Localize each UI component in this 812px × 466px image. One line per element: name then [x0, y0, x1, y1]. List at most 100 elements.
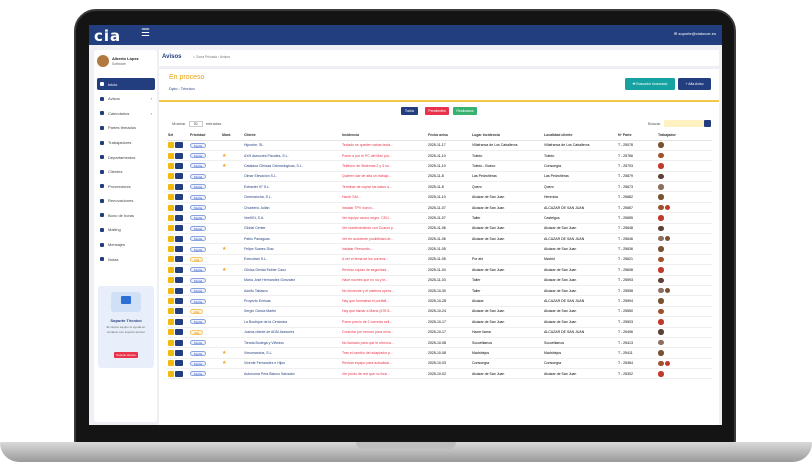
edit-icon[interactable]	[168, 235, 174, 242]
client-cell[interactable]: La Boutique de la Cerámica	[243, 316, 341, 328]
client-cell[interactable]: Jusma cliente de ADM Asesores	[243, 327, 341, 338]
client-cell[interactable]: Vicente Fernandez e Hijos	[243, 358, 341, 370]
sidebar-item-departamentos[interactable]: Departamentos	[97, 151, 155, 163]
client-cell[interactable]: Chunterío Julián	[243, 202, 341, 214]
client-cell[interactable]: María José Hernandez Gonzalez	[243, 275, 341, 286]
table-row[interactable]: Media ★ Catalana Clinicas Odontologicas, S…	[167, 160, 712, 172]
incident-cell[interactable]: Poner precio de 2 corrects sell...	[341, 316, 427, 328]
incident-cell[interactable]: Ver punto de red que no func...	[341, 368, 427, 380]
search-button[interactable]	[704, 120, 711, 127]
actions-icon[interactable]	[175, 162, 183, 169]
actions-icon[interactable]	[175, 173, 183, 180]
sidebar-item-inicio[interactable]: Inicio	[97, 78, 155, 91]
table-row[interactable]: Media Hipoehe, SL Teclado se queden varias…	[167, 140, 712, 151]
column-header[interactable]: Cliente	[243, 131, 341, 141]
hamburger-icon[interactable]: ☰	[141, 28, 150, 39]
edit-icon[interactable]	[168, 360, 174, 367]
client-cell[interactable]: Autonoma Pera Blanco Salvador	[243, 368, 341, 380]
incident-cell[interactable]: Teclado se queden varias tecla...	[341, 140, 427, 151]
client-cell[interactable]: Tienda Bodega y Viñedos	[243, 337, 341, 349]
edit-icon[interactable]	[168, 225, 174, 232]
column-header[interactable]: Prioridad	[189, 131, 221, 141]
table-row[interactable]: Media VeeKEt, S.A. Ver equipo ozono negro,…	[167, 212, 712, 224]
client-cell[interactable]: Catalana Clinicas Odontologicas, S.L.	[243, 160, 341, 172]
incident-cell[interactable]: Tras el cambio del adaptador p...	[341, 347, 427, 359]
column-header[interactable]: Mant.	[221, 131, 243, 141]
incident-cell[interactable]: Hacer SAI...	[341, 191, 427, 203]
column-header[interactable]: Incidencia	[341, 131, 427, 141]
client-cell[interactable]: Executran S.L.	[243, 254, 341, 266]
client-cell[interactable]: Vimumancha, S.L.	[243, 347, 341, 359]
app-logo[interactable]: cia	[94, 27, 122, 45]
edit-icon[interactable]	[168, 266, 174, 273]
edit-icon[interactable]	[168, 173, 174, 180]
incident-cell[interactable]: Instalar Firewords...	[341, 243, 427, 255]
sidebar-item-mensajes[interactable]: Mensajes	[97, 238, 155, 250]
filter-pending-button[interactable]: Pendientes	[425, 107, 449, 115]
client-cell[interactable]: AXH Asesores Fiscales, S.L.	[243, 150, 341, 162]
client-cell[interactable]: Proyecto Enrísas	[243, 295, 341, 307]
actions-icon[interactable]	[175, 308, 183, 315]
incident-cell[interactable]: Teléfono de Sistemas 2 y 3 no...	[341, 160, 427, 172]
actions-icon[interactable]	[175, 287, 183, 294]
sidebar-item-clientes[interactable]: Clientes	[97, 165, 155, 177]
client-cell[interactable]: Felipe Suarez Díaz	[243, 243, 341, 255]
table-row[interactable]: Media Tienda Bodega y Viñedos No llamado p…	[167, 337, 712, 349]
actions-icon[interactable]	[175, 256, 183, 263]
actions-icon[interactable]	[175, 214, 183, 221]
column-header[interactable]: Lugar incidencia	[471, 131, 543, 141]
incident-cell[interactable]: Poner a por el PC del Mac por...	[341, 150, 427, 162]
table-row[interactable]: Media Global Center Ver mantenimiento con …	[167, 223, 712, 235]
incident-cell[interactable]: Ver equipo ozono negro, CEU...	[341, 212, 427, 224]
actions-icon[interactable]	[175, 235, 183, 242]
column-header[interactable]: Localidad cliente	[543, 131, 617, 141]
incident-cell[interactable]: Revisar copias de seguridad...	[341, 264, 427, 276]
client-cell[interactable]: Pablo Panaguas	[243, 233, 341, 245]
table-row[interactable]: Media Chunterío Julián Instalar TPV nuevo.…	[167, 202, 712, 214]
incident-cell[interactable]: Conectar por remoto para revis...	[341, 327, 427, 338]
sidebar-item-calendarios[interactable]: Calendarios ›	[97, 107, 155, 119]
table-row[interactable]: Media ★ AXH Asesores Fiscales, S.L. Poner a…	[167, 150, 712, 162]
edit-icon[interactable]	[168, 142, 174, 149]
edit-icon[interactable]	[168, 162, 174, 169]
edit-icon[interactable]	[168, 329, 174, 336]
client-cell[interactable]: VeeKEt, S.A.	[243, 212, 341, 224]
edit-icon[interactable]	[168, 214, 174, 221]
sidebar-item-notas[interactable]: Notas	[97, 253, 155, 265]
edit-icon[interactable]	[168, 318, 174, 325]
client-cell[interactable]: Clinica Dental Esther Cano	[243, 264, 341, 276]
sidebar-item-mailing[interactable]: Mailing	[97, 224, 155, 236]
client-cell[interactable]: Sergio Garcia Martin	[243, 306, 341, 318]
actions-icon[interactable]	[175, 329, 183, 336]
actions-icon[interactable]	[175, 246, 183, 253]
edit-icon[interactable]	[168, 194, 174, 201]
column-header[interactable]: Sel	[167, 131, 189, 141]
table-row[interactable]: Media Olmar Elevación S.L. Quieren dar de …	[167, 171, 712, 183]
actions-icon[interactable]	[175, 370, 183, 377]
column-header[interactable]: Fecha aviso	[427, 131, 471, 141]
edit-icon[interactable]	[168, 287, 174, 294]
sidebar-item-proveedores[interactable]: Proveedores	[97, 180, 155, 192]
sidebar-item-avisos[interactable]: Avisos ›	[97, 93, 155, 105]
edit-icon[interactable]	[168, 350, 174, 356]
edit-icon[interactable]	[168, 204, 174, 211]
support-button[interactable]: Soporte técnico	[114, 352, 138, 358]
table-row[interactable]: Media Adolfo Tabasco No enciende y el sist…	[167, 285, 712, 297]
table-row[interactable]: Media ★ Felipe Suarez Díaz Instalar Firewor…	[167, 243, 712, 255]
table-row[interactable]: Media Autonoma Pera Blanco Salvador Ver pu…	[167, 368, 712, 380]
support-email[interactable]: ✉ soporte@ciatocoe.es	[673, 31, 716, 36]
table-row[interactable]: Media Extracter 97 S.L. Terminar de copiar…	[167, 181, 712, 193]
breadcrumb[interactable]: ⌂ Zona Privada › Avisos	[193, 55, 231, 59]
actions-icon[interactable]	[175, 225, 183, 232]
incident-cell[interactable]: No enciende y el sistema opera...	[341, 285, 427, 297]
client-cell[interactable]: Olmar Elevación S.L.	[243, 171, 341, 183]
edit-icon[interactable]	[168, 183, 174, 190]
table-row[interactable]: Media Cinemancha, S.L. Hacer SAI... 2025-11…	[167, 191, 712, 203]
edit-icon[interactable]	[168, 298, 174, 305]
filter-done-button[interactable]: Realizados	[453, 107, 477, 115]
client-cell[interactable]: Cinemancha, S.L.	[243, 191, 341, 203]
edit-icon[interactable]	[168, 152, 174, 159]
actions-icon[interactable]	[175, 277, 183, 284]
edit-icon[interactable]	[168, 246, 174, 253]
client-cell[interactable]: Hipoehe, SL	[243, 140, 341, 151]
